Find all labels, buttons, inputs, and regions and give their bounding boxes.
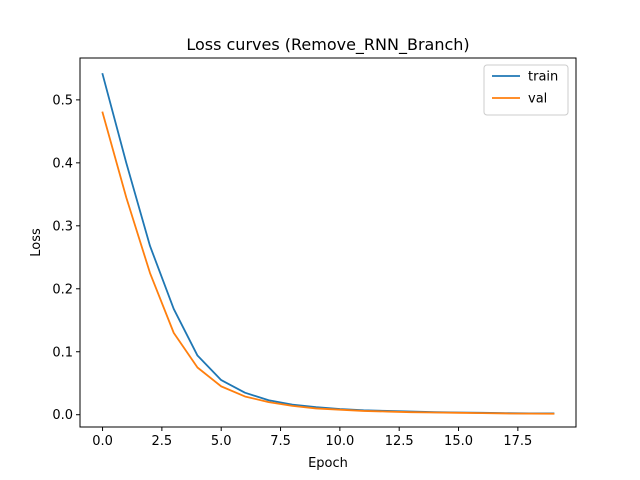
- x-axis: 0.0 2.5 5.0 7.5 10.0 12.5 15.0 17.5: [92, 427, 532, 449]
- legend-box: [483, 64, 569, 116]
- y-tick-label: 0.0: [52, 408, 73, 423]
- series-lines: [101, 72, 555, 415]
- y-tick-label: 0.5: [52, 93, 73, 108]
- y-tick-label: 0.3: [52, 219, 73, 234]
- y-axis: 0.0 0.1 0.2 0.3 0.4 0.5: [52, 93, 80, 423]
- chart-title: Loss curves (Remove_RNN_Branch): [186, 35, 469, 55]
- legend-label-train: train: [528, 70, 558, 85]
- axes-frame: [79, 57, 577, 428]
- x-tick-label: 15.0: [444, 434, 473, 449]
- legend-label-val: val: [528, 92, 547, 107]
- series-line-train: [101, 72, 555, 415]
- x-axis-label: Epoch: [308, 456, 348, 471]
- x-tick-label: 7.5: [270, 434, 291, 449]
- x-tick-label: 0.0: [92, 434, 113, 449]
- x-tick-label: 12.5: [385, 434, 414, 449]
- series-line-val: [101, 111, 555, 415]
- x-tick-label: 10.0: [325, 434, 354, 449]
- y-axis-label: Loss: [29, 228, 44, 257]
- y-tick-label: 0.4: [52, 156, 73, 171]
- x-tick-label: 2.5: [152, 434, 173, 449]
- y-tick-label: 0.2: [52, 282, 73, 297]
- legend: train val: [483, 64, 569, 116]
- x-tick-label: 5.0: [211, 434, 232, 449]
- y-tick-label: 0.1: [52, 345, 73, 360]
- x-tick-label: 17.5: [503, 434, 532, 449]
